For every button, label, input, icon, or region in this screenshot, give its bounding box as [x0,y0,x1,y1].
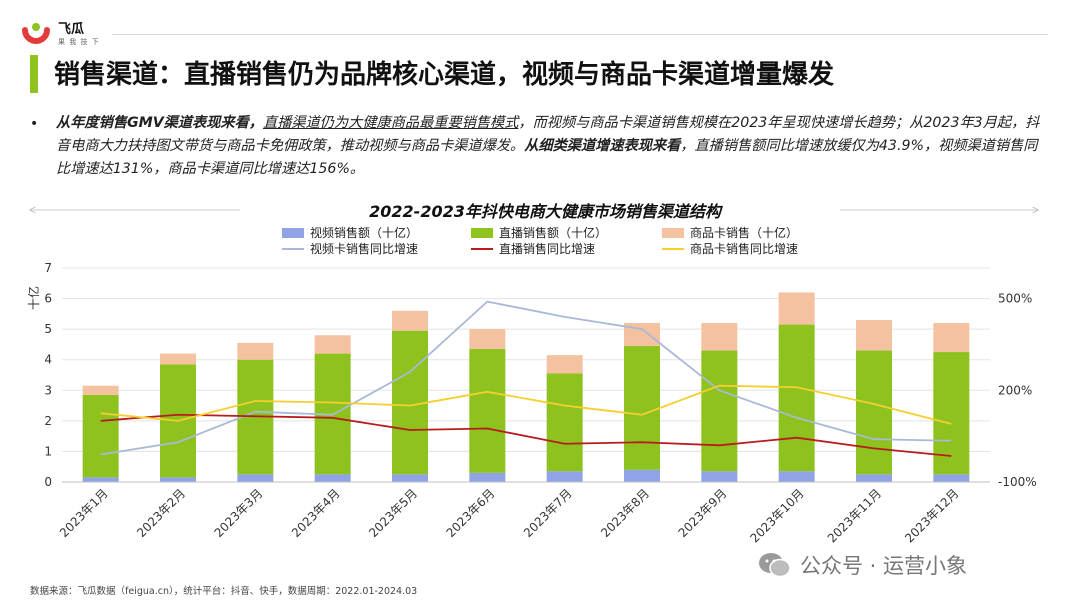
legend-label: 商品卡销售同比增速 [690,241,798,256]
bar-segment [856,350,892,475]
y-tick-label: 5 [44,322,52,336]
legend-swatch [662,228,684,238]
x-tick-label: 2023年2月 [134,486,188,540]
bar-segment [314,474,351,482]
legend-label: 商品卡销售（十亿） [690,225,798,240]
title-accent-bar [30,55,38,93]
y-tick-label: 7 [44,261,52,275]
bar-segment [624,345,660,470]
y-tick-label: 3 [44,383,52,397]
y-tick-label: 1 [44,444,52,458]
bar-segment [392,330,428,475]
x-tick-label: 2023年12月 [902,486,961,545]
bar-segment [237,342,274,360]
bar-segment [856,474,892,482]
watermark: 公众号 · 运营小象 [758,550,967,580]
legend-label: 直播销售额（十亿） [499,225,607,240]
bar-segment [237,474,274,482]
series-line [100,300,952,456]
x-tick-label: 2023年7月 [521,486,575,540]
x-tick-label: 2023年11月 [825,486,884,545]
chart-gridlines [62,267,990,483]
bar-segment [701,323,738,351]
bar-segment [392,474,428,482]
brand-slogan: 果 我 技 下 [58,37,100,46]
legend-swatch [282,228,304,238]
bar-segment [469,329,506,350]
y2-tick-label: 500% [998,292,1032,306]
x-tick-label: 2023年9月 [676,486,730,540]
y2-tick-label: -100% [998,475,1037,489]
bar-segment [160,353,196,365]
x-tick-label: 2023年10月 [748,486,807,545]
chart-lines [100,300,952,457]
bar-segment [82,477,119,482]
data-source-note: 数据来源：飞瓜数据（feigua.cn），统计平台：抖音、快手，数据周期：202… [30,586,418,597]
page-title: 销售渠道：直播销售仍为品牌核心渠道，视频与商品卡渠道增量爆发 [54,60,835,90]
x-tick-label: 2023年4月 [289,486,343,540]
legend-label: 直播销售同比增速 [499,241,595,256]
chart-title: 2022-2023年抖快电商大健康市场销售渠道结构 [369,202,724,221]
y-tick-label: 6 [44,292,52,306]
bar-segment [82,385,119,395]
bar-segment [546,355,583,374]
bar-segment [701,350,738,472]
bar-segment [546,373,583,472]
y-axis-label: 十亿 [26,286,41,310]
y2-tick-label: 200% [998,383,1032,397]
legend-label: 视频销售额（十亿） [310,225,418,240]
legend-label: 视频卡销售同比增速 [310,241,418,256]
bar-segment [933,474,970,482]
x-tick-label: 2023年1月 [57,486,111,540]
header-divider [112,34,1048,35]
legend-swatch [471,228,493,238]
bar-segment [778,471,815,482]
brand-logo: 飞瓜 果 我 技 下 [20,18,100,50]
x-tick-label: 2023年5月 [366,486,420,540]
bar-segment [778,292,815,325]
x-tick-label: 2023年3月 [212,486,266,540]
watermark-text: 公众号 · 运营小象 [800,554,968,578]
bar-segment [701,471,738,482]
bar-segment [160,477,196,482]
summary-paragraph: 从年度销售GMV渠道表现来看，直播渠道仍为大健康商品最重要销售模式，而视频与商品… [56,112,1046,181]
series-line [100,413,952,457]
bar-segment [314,335,351,354]
x-tick-label: 2023年8月 [598,486,652,540]
y-tick-label: 0 [44,475,52,489]
bar-segment [82,394,119,478]
summary-lead: 从年度销售GMV渠道表现来看， [56,115,263,131]
summary-body: ，而视频与商品卡渠道销售规模在2023年呈现快速增长趋势；从2023年3月起，抖… [56,115,1040,154]
bar-segment [624,323,660,346]
x-tick-label: 2023年6月 [444,486,498,540]
series-line [100,384,952,425]
bar-segment [469,349,506,473]
brand-name: 飞瓜 [58,21,85,37]
bar-segment [392,310,428,331]
chart-bars [82,292,970,482]
chart-legend: 视频销售额（十亿） 直播销售额（十亿） 商品卡销售（十亿） 视频卡销售同比增速 直播销售… [282,225,798,256]
y-tick-label: 4 [44,353,52,367]
summary-growth-lead: 从细类渠道增速表现来看 [524,138,681,154]
bar-segment [469,472,506,482]
bar-segment [856,319,892,351]
wechat-icon [759,553,791,578]
summary-highlight: 直播渠道仍为大健康商品最重要销售模式 [263,115,519,131]
bar-segment [778,324,815,472]
bullet-marker: • [30,116,39,132]
bar-segment [624,469,660,482]
summary-growth-body: ，直播销售额同比增速放缓仅为43.9%，视频渠道销售同比增速达131%，商品卡渠… [56,138,1038,177]
bar-segment [546,471,583,482]
bar-segment [933,323,970,353]
brand-mark-icon [22,23,50,44]
y-tick-label: 2 [44,414,52,428]
